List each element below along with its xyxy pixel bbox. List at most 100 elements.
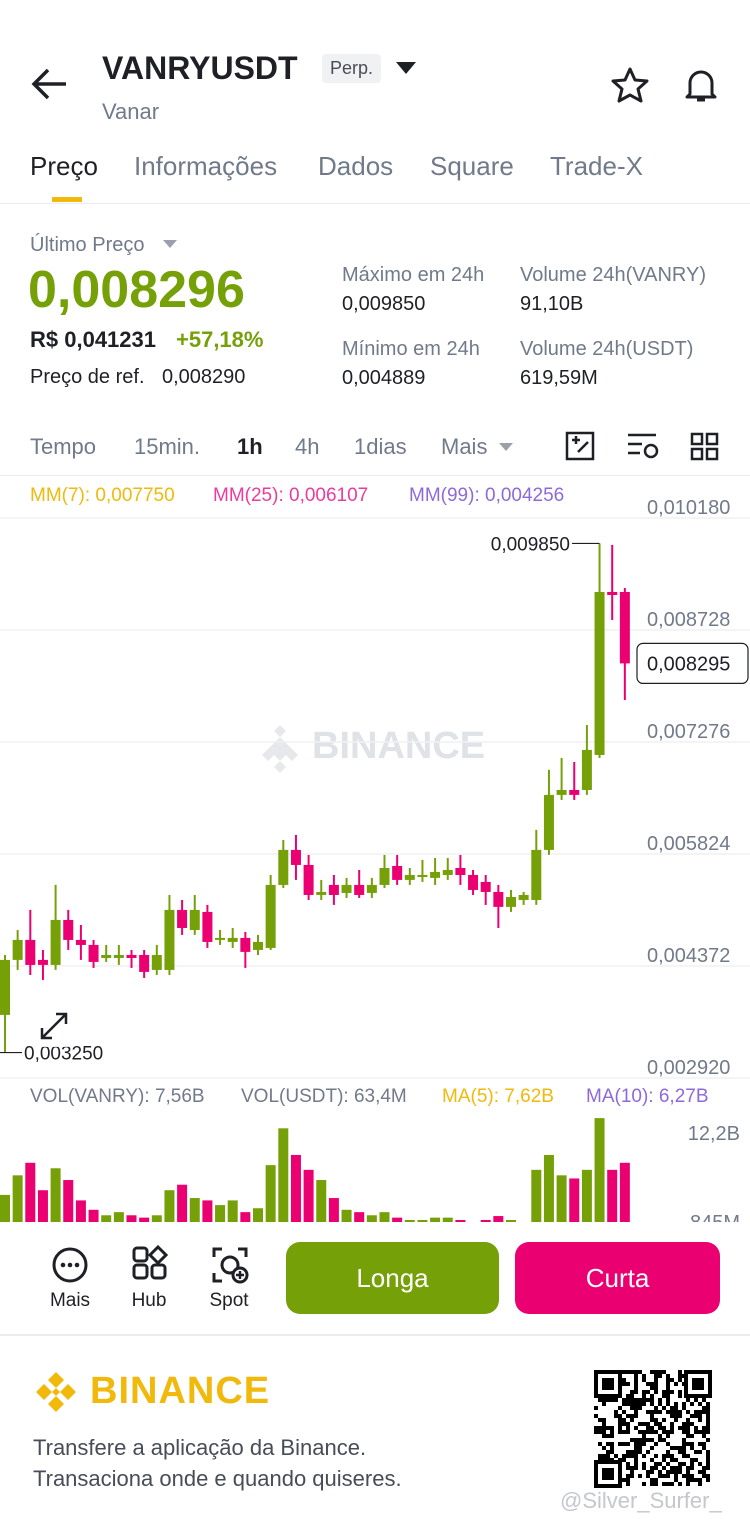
- qr-module: [654, 1374, 658, 1378]
- qr-module: [618, 1414, 622, 1418]
- qr-module: [626, 1474, 630, 1478]
- tab[interactable]: Preço: [30, 151, 98, 181]
- candle-body: [25, 939, 36, 965]
- qr-module: [654, 1430, 658, 1434]
- back-arrow[interactable]: [30, 66, 70, 102]
- candle-body: [354, 884, 365, 895]
- qr-module: [630, 1418, 634, 1422]
- qr-module: [606, 1442, 610, 1446]
- qr-module: [638, 1430, 642, 1434]
- settings-icon[interactable]: [626, 430, 660, 462]
- qr-module: [650, 1410, 654, 1414]
- qr-module: [598, 1442, 602, 1446]
- volume-bar: [556, 1175, 567, 1222]
- grid-icon[interactable]: [690, 432, 720, 462]
- qr-module: [650, 1466, 654, 1470]
- qr-module: [594, 1414, 598, 1418]
- dropdown[interactable]: [162, 238, 178, 250]
- bell-icon[interactable]: [682, 66, 720, 104]
- qr-module: [638, 1450, 642, 1454]
- qr-module: [658, 1398, 662, 1402]
- qr-module: [626, 1422, 630, 1426]
- qr-module: [610, 1430, 614, 1434]
- star-icon[interactable]: [610, 66, 650, 104]
- qr-module: [598, 1454, 602, 1458]
- tab[interactable]: Informações: [134, 151, 278, 181]
- volume-bar: [531, 1169, 542, 1222]
- qr-module: [622, 1410, 626, 1414]
- candle-body: [404, 874, 415, 880]
- qr-module: [634, 1442, 638, 1446]
- candle-body: [442, 869, 453, 875]
- dropdown[interactable]: [394, 60, 418, 76]
- tab[interactable]: Dados: [318, 151, 394, 181]
- candle-body: [151, 954, 162, 970]
- qr-module: [698, 1478, 702, 1482]
- candle-body: [379, 867, 390, 885]
- candle-body: [341, 884, 352, 893]
- qr-module: [626, 1414, 630, 1418]
- long-button[interactable]: Longa: [286, 1242, 499, 1314]
- icon-label[interactable]: Hub: [131, 1290, 167, 1311]
- tab[interactable]: Square: [430, 151, 514, 181]
- candle-body: [240, 937, 251, 952]
- qr-module: [638, 1438, 642, 1442]
- qr-module: [642, 1466, 646, 1470]
- qr-module: [638, 1406, 642, 1410]
- qr-module: [690, 1422, 694, 1426]
- interval[interactable]: 1h: [237, 434, 263, 459]
- tab[interactable]: Trade-X: [550, 151, 643, 181]
- qr-module: [666, 1474, 670, 1478]
- qr-module: [650, 1382, 654, 1386]
- qr-module: [670, 1466, 674, 1470]
- expand-icon[interactable]: [32, 1004, 76, 1048]
- qr-module: [634, 1450, 638, 1454]
- interval[interactable]: 1dias: [354, 434, 407, 459]
- interval[interactable]: 15min.: [134, 434, 201, 459]
- interval[interactable]: 4h: [295, 434, 320, 459]
- icon-label[interactable]: Mais: [49, 1290, 91, 1311]
- qr-module: [602, 1422, 606, 1426]
- qr-module: [682, 1454, 686, 1458]
- qr-module: [706, 1418, 710, 1422]
- qr-module: [666, 1454, 670, 1458]
- qr-module: [598, 1398, 602, 1402]
- stat-value: 91,10B: [520, 293, 584, 315]
- qr-module: [618, 1426, 622, 1430]
- qr-module: [694, 1450, 698, 1454]
- qr-module: [638, 1446, 642, 1450]
- volume-bar: [430, 1217, 441, 1222]
- short-button[interactable]: Curta: [515, 1242, 720, 1314]
- more-icon[interactable]: [50, 1245, 90, 1285]
- dropdown[interactable]: [498, 441, 514, 453]
- qr-module: [674, 1382, 678, 1386]
- qr-module: [686, 1398, 690, 1402]
- qr-module: [666, 1442, 670, 1446]
- spot-icon[interactable]: [210, 1245, 250, 1285]
- chart-icon[interactable]: [564, 430, 596, 462]
- icon-label[interactable]: Spot: [209, 1290, 249, 1311]
- badge: Perp.: [322, 54, 382, 83]
- interval[interactable]: Mais: [441, 434, 488, 459]
- qr-module: [602, 1426, 606, 1430]
- qr-module: [654, 1406, 658, 1410]
- interval[interactable]: Tempo: [30, 434, 97, 459]
- qr-module: [650, 1430, 654, 1434]
- qr-module: [678, 1414, 682, 1418]
- qr-module: [706, 1406, 710, 1410]
- qr-module: [602, 1418, 606, 1422]
- qr-module: [682, 1406, 686, 1410]
- qr-module: [594, 1430, 598, 1434]
- qr-module: [682, 1442, 686, 1446]
- qr-module: [602, 1378, 614, 1390]
- qr-module: [602, 1402, 606, 1406]
- qr-module: [626, 1442, 630, 1446]
- candle-body: [518, 894, 529, 900]
- ma-legend: MM(25): 0,006107: [213, 485, 368, 506]
- ma-legend: MM(99): 0,004256: [409, 485, 564, 506]
- volume-bar: [493, 1216, 504, 1222]
- hub-icon[interactable]: [130, 1245, 170, 1285]
- qr-module: [670, 1426, 674, 1430]
- qr-module: [666, 1390, 670, 1394]
- vol-tick-label: 845M: [690, 1212, 740, 1222]
